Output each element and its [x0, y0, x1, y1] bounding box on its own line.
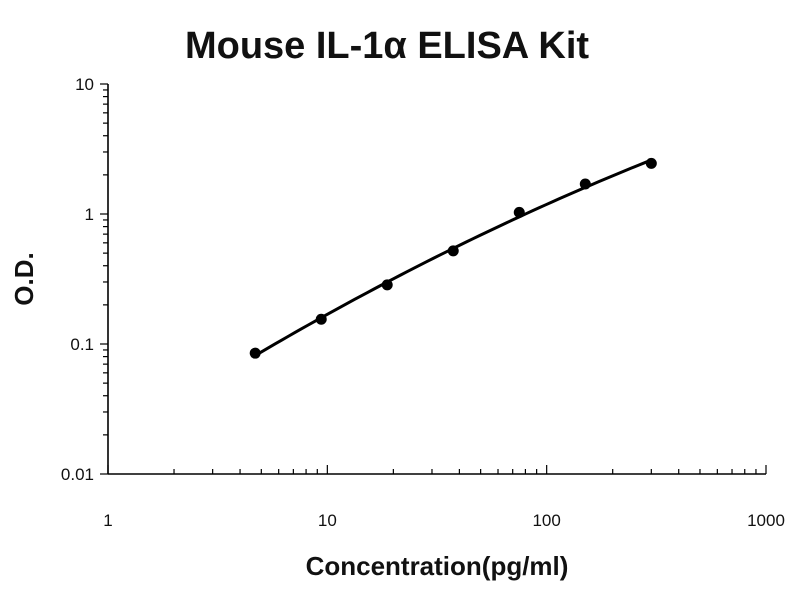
data-point — [513, 206, 525, 218]
y-tick-label: 0.1 — [70, 335, 94, 354]
data-point — [645, 157, 657, 169]
y-tick-label: 10 — [75, 75, 94, 94]
chart-title: Mouse IL-1α ELISA Kit — [185, 25, 589, 67]
y-axis-title: O.D. — [9, 252, 39, 305]
x-tick-label: 100 — [532, 511, 560, 530]
x-axis-title: Concentration(pg/ml) — [306, 551, 569, 581]
data-point — [579, 178, 591, 190]
axes — [107, 84, 766, 475]
data-point — [447, 245, 459, 257]
x-tick-label: 1000 — [747, 511, 785, 530]
tick-marks — [100, 83, 767, 475]
y-tick-label: 1 — [85, 205, 94, 224]
data-point — [249, 347, 261, 359]
fit-curve — [253, 158, 653, 358]
y-tick-label: 0.01 — [61, 465, 94, 484]
x-tick-label: 10 — [318, 511, 337, 530]
data-points — [249, 157, 657, 359]
tick-labels: 1 10 100 1000 0.01 0.1 1 10 — [61, 75, 785, 530]
data-point — [381, 279, 393, 291]
data-point — [315, 313, 327, 325]
x-tick-label: 1 — [103, 511, 112, 530]
